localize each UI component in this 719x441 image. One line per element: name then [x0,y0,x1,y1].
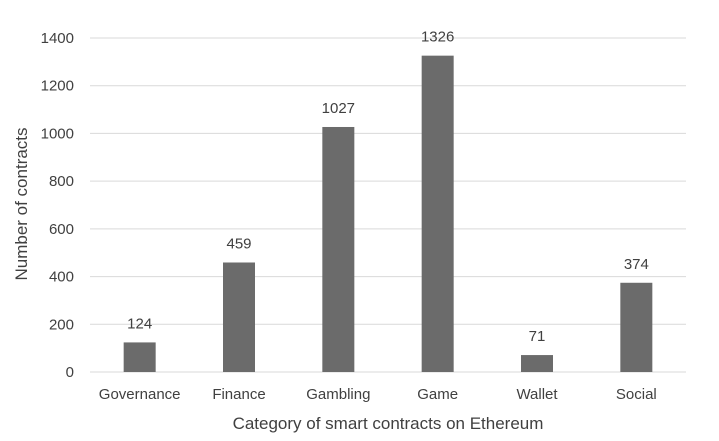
data-label: 1027 [322,100,355,117]
bars [123,55,653,372]
y-tick-label: 1200 [41,78,74,95]
x-axis-ticks: Governance Finance Gambling Game Wallet Socia… [99,386,657,403]
x-axis-title: Category of smart contracts on Ethereum [233,414,544,433]
data-label: 124 [127,315,152,332]
bar-gambling [322,126,355,372]
y-axis-ticks: 0 200 400 600 800 1000 1200 1400 [41,30,74,381]
data-label: 459 [226,235,251,252]
y-tick-label: 0 [66,364,74,381]
x-tick-label: Wallet [516,386,558,403]
y-tick-label: 800 [49,173,74,190]
data-labels: 124 459 1027 1326 71 374 [127,29,649,345]
x-tick-label: Game [417,386,458,403]
bar-social [620,282,653,372]
bar-governance [123,342,156,372]
y-tick-label: 1400 [41,30,74,47]
bar-finance [223,262,255,372]
data-label: 71 [529,328,546,345]
x-tick-label: Social [616,386,657,403]
y-axis-title: Number of contracts [12,127,31,280]
bar-wallet [521,355,553,372]
data-label: 1326 [421,29,454,46]
x-tick-label: Governance [99,386,181,403]
y-tick-label: 400 [49,269,74,286]
y-tick-label: 1000 [41,125,74,142]
gridlines [90,37,686,373]
x-tick-label: Gambling [306,386,370,403]
y-tick-label: 200 [49,316,74,333]
y-tick-label: 600 [49,221,74,238]
x-tick-label: Finance [212,386,265,403]
data-label: 374 [624,256,649,273]
bar-game [421,55,454,372]
